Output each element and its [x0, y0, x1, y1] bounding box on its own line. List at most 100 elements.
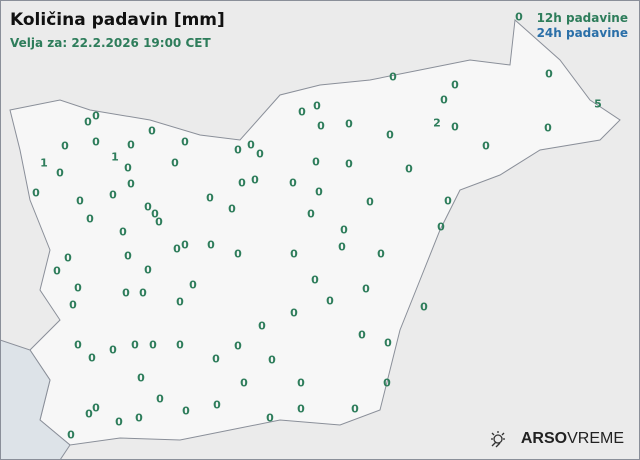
station-value: 0 — [61, 139, 69, 153]
station-value: 0 — [545, 67, 553, 81]
station-value: 0 — [212, 352, 220, 366]
station-value: 2 — [433, 116, 441, 130]
station-value: 0 — [64, 251, 72, 265]
station-value: 0 — [420, 300, 428, 314]
station-value: 0 — [148, 124, 156, 138]
map-title: Količina padavin [mm] — [10, 10, 225, 30]
station-value: 0 — [88, 351, 96, 365]
station-value: 0 — [76, 194, 84, 208]
station-value: 0 — [92, 109, 100, 123]
station-value: 0 — [544, 121, 552, 135]
sea — [0, 339, 71, 460]
station-value: 0 — [151, 207, 159, 221]
station-value: 0 — [84, 115, 92, 129]
station-value: 0 — [67, 428, 75, 442]
station-value: 0 — [207, 238, 215, 252]
station-value: 0 — [315, 185, 323, 199]
station-value: 0 — [176, 338, 184, 352]
station-value: 0 — [135, 411, 143, 425]
station-value: 0 — [149, 338, 157, 352]
station-value: 0 — [86, 212, 94, 226]
station-value: 1 — [40, 156, 48, 170]
station-value: 0 — [297, 376, 305, 390]
station-value: 0 — [451, 120, 459, 134]
sun-cloud-icon — [490, 431, 505, 448]
station-value: 0 — [137, 371, 145, 385]
station-value: 0 — [386, 128, 394, 142]
station-value: 0 — [173, 242, 181, 256]
station-value: 0 — [181, 135, 189, 149]
station-value: 0 — [326, 294, 334, 308]
brand-bold: ARSO — [520, 430, 568, 447]
station-value: 0 — [444, 194, 452, 208]
station-value: 0 — [358, 328, 366, 342]
station-value: 0 — [312, 155, 320, 169]
station-value: 0 — [268, 353, 276, 367]
station-value: 0 — [389, 70, 397, 84]
station-value: 0 — [311, 273, 319, 287]
station-value: 0 — [297, 402, 305, 416]
legend-12h: 12h padavine — [536, 11, 628, 25]
station-value: 0 — [340, 223, 348, 237]
station-value: 0 — [139, 286, 147, 300]
station-value: 0 — [383, 376, 391, 390]
station-value: 0 — [53, 264, 61, 278]
station-value: 0 — [437, 220, 445, 234]
valid-time: Velja za: 22.2.2026 19:00 CET — [10, 36, 211, 50]
station-value: 0 — [366, 195, 374, 209]
station-value: 0 — [144, 263, 152, 277]
station-value: 0 — [377, 247, 385, 261]
station-value: 0 — [405, 162, 413, 176]
station-value: 0 — [74, 338, 82, 352]
station-value: 0 — [92, 135, 100, 149]
station-value: 0 — [56, 166, 64, 180]
station-value: 0 — [384, 336, 392, 350]
station-value: 0 — [289, 176, 297, 190]
station-value: 0 — [313, 99, 321, 113]
station-value: 0 — [109, 343, 117, 357]
station-value: 0 — [122, 286, 130, 300]
station-value: 0 — [234, 143, 242, 157]
station-value: 0 — [515, 10, 523, 24]
station-value: 0 — [85, 407, 93, 421]
station-value: 0 — [290, 306, 298, 320]
station-value: 0 — [345, 157, 353, 171]
station-value: 0 — [238, 176, 246, 190]
station-value: 0 — [206, 191, 214, 205]
station-value: 0 — [362, 282, 370, 296]
legend: 12h padavine 24h padavine — [537, 11, 628, 41]
station-value: 0 — [440, 93, 448, 107]
station-value: 0 — [213, 398, 221, 412]
station-value: 0 — [124, 161, 132, 175]
station-value: 0 — [69, 298, 77, 312]
station-value: 0 — [92, 401, 100, 415]
station-value: 0 — [176, 295, 184, 309]
station-value: 0 — [307, 207, 315, 221]
station-value: 0 — [74, 281, 82, 295]
station-value: 0 — [109, 188, 117, 202]
station-value: 0 — [115, 415, 123, 429]
station-value: 0 — [234, 339, 242, 353]
station-value: 0 — [171, 156, 179, 170]
station-value: 0 — [247, 138, 255, 152]
station-value: 0 — [451, 78, 459, 92]
station-value: 0 — [234, 247, 242, 261]
station-value: 0 — [266, 411, 274, 425]
station-value: 0 — [127, 177, 135, 191]
station-value: 0 — [351, 402, 359, 416]
station-value: 0 — [32, 186, 40, 200]
station-value: 0 — [317, 119, 325, 133]
station-value: 0 — [258, 319, 266, 333]
station-value: 0 — [131, 338, 139, 352]
station-value: 0 — [189, 278, 197, 292]
legend-24h: 24h padavine — [536, 26, 628, 40]
station-value: 0 — [182, 404, 190, 418]
station-value: 0 — [156, 392, 164, 406]
station-value: 0 — [155, 215, 163, 229]
station-value: 5 — [594, 97, 602, 111]
station-value: 0 — [124, 249, 132, 263]
station-value: 0 — [251, 173, 259, 187]
station-value: 0 — [228, 202, 236, 216]
station-value: 1 — [111, 150, 119, 164]
